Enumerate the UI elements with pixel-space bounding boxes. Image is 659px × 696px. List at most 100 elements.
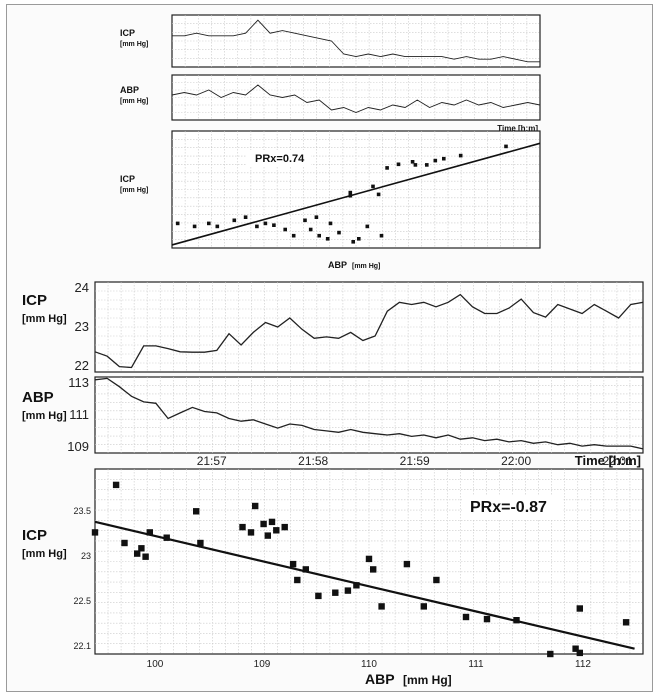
data-point <box>576 649 583 657</box>
data-point <box>268 518 276 526</box>
data-point <box>142 553 149 560</box>
data-point <box>572 645 579 652</box>
data-point <box>576 605 583 612</box>
prx-annotation: PRx=-0.87 <box>470 499 547 516</box>
data-point <box>378 603 385 610</box>
data-point <box>365 555 373 563</box>
data-point <box>272 223 276 227</box>
x-tick-label: 22:00 <box>501 454 531 468</box>
annotation-background <box>462 495 564 519</box>
x-tick-label: 109 <box>254 659 271 670</box>
y-tick-label: 22 <box>75 358 89 373</box>
series-line <box>94 293 644 369</box>
data-point <box>328 221 333 226</box>
y-tick-label: 109 <box>67 439 89 454</box>
regression-line <box>171 142 541 246</box>
data-point <box>433 576 440 584</box>
x-tick-label: 22:01 <box>603 454 633 468</box>
panel-2 <box>171 130 541 249</box>
data-point <box>281 523 288 531</box>
x-tick-label: 100 <box>147 659 164 670</box>
data-point <box>547 650 554 658</box>
data-point <box>370 566 377 573</box>
data-point <box>91 529 99 536</box>
panel-3 <box>94 281 644 373</box>
data-point <box>433 158 438 163</box>
y-axis-label: ABP <box>22 389 54 406</box>
data-point <box>197 539 204 547</box>
data-point <box>303 218 307 223</box>
data-point <box>283 227 287 232</box>
data-point <box>622 619 630 626</box>
x-tick-label: 21:58 <box>298 454 328 468</box>
x-axis-label: Time [h:m] <box>497 124 538 133</box>
data-point <box>314 215 319 219</box>
series-line <box>94 377 644 450</box>
data-point <box>425 163 429 167</box>
data-point <box>263 221 268 226</box>
series-line <box>172 19 540 63</box>
data-point <box>325 237 330 241</box>
series-line <box>171 84 541 113</box>
y-tick-label: 24 <box>75 280 89 295</box>
data-point <box>247 529 255 536</box>
y-axis-label: ICP <box>22 527 47 544</box>
data-point <box>344 587 352 594</box>
x-axis-label: ABP <box>365 671 395 687</box>
x-tick-label: 21:57 <box>197 454 227 468</box>
y-axis-label: ICP <box>120 174 135 184</box>
y-tick-label: 113 <box>68 375 89 390</box>
data-point <box>365 224 370 229</box>
panel-4 <box>94 376 644 454</box>
y-tick-label: 22.5 <box>73 596 91 606</box>
data-point <box>403 560 411 568</box>
x-tick-label: 111 <box>468 659 484 670</box>
data-point <box>273 527 280 534</box>
x-tick-label: 21:59 <box>400 454 430 468</box>
data-point <box>413 163 418 167</box>
data-point <box>175 221 180 226</box>
y-tick-label: 23 <box>81 551 91 561</box>
data-point <box>260 520 267 528</box>
data-point <box>462 613 470 621</box>
data-point <box>420 603 427 610</box>
data-point <box>504 144 508 149</box>
data-point <box>264 532 271 539</box>
data-point <box>291 233 296 238</box>
data-point <box>332 589 339 596</box>
panel-1 <box>171 74 541 121</box>
panel-0 <box>171 14 541 68</box>
data-point <box>243 215 248 219</box>
data-point <box>458 153 463 158</box>
y-tick-label: 22.1 <box>73 641 91 651</box>
data-point <box>308 227 313 232</box>
data-point <box>289 560 297 568</box>
data-point <box>442 156 446 161</box>
data-point <box>348 190 353 195</box>
x-axis-label: ABP <box>328 260 347 270</box>
data-point <box>112 481 120 489</box>
y-axis-unit: [mm Hg] <box>120 187 148 194</box>
data-point <box>255 224 259 229</box>
data-point <box>121 539 128 547</box>
y-tick-label: 23 <box>75 319 89 334</box>
y-axis-unit: [mm Hg] <box>22 548 67 560</box>
x-axis-label: Time [h:m] <box>575 453 641 468</box>
data-point <box>351 240 355 244</box>
data-point <box>252 502 259 510</box>
data-point <box>376 192 381 197</box>
y-tick-label: 23.5 <box>73 506 91 516</box>
data-point <box>379 233 384 238</box>
data-point <box>302 566 309 573</box>
y-axis-unit: [mm Hg] <box>22 313 67 325</box>
y-axis-label: ICP <box>22 292 47 309</box>
x-axis-unit: [mm Hg] <box>403 673 452 687</box>
data-point <box>193 508 200 515</box>
data-point <box>483 615 491 623</box>
x-tick-label: 112 <box>575 659 591 670</box>
regression-line <box>94 520 635 650</box>
data-point <box>134 550 141 557</box>
y-tick-label: 111 <box>69 407 89 422</box>
data-point <box>317 233 321 238</box>
